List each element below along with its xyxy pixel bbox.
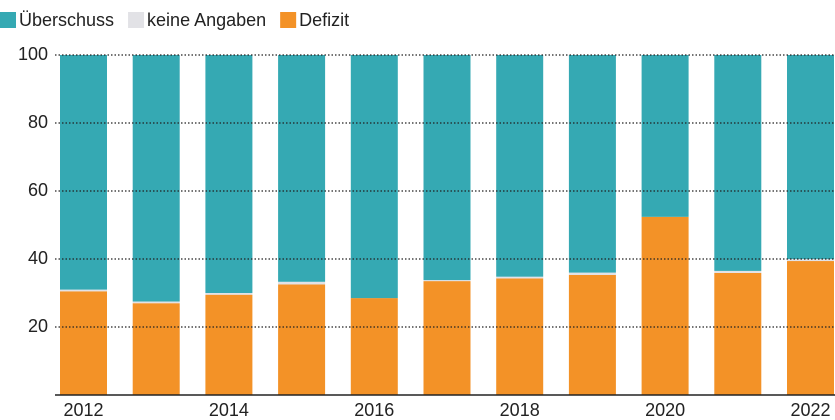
- bar-segment: [714, 270, 762, 273]
- y-tick-label: 100: [18, 44, 48, 64]
- y-tick-label: 60: [28, 180, 48, 200]
- bar-segment: [60, 289, 107, 292]
- bar-segment: [278, 55, 326, 282]
- bar-segment: [787, 55, 834, 259]
- bar-segment: [132, 301, 180, 304]
- bar-segment: [641, 216, 689, 395]
- legend-swatch: [128, 12, 145, 28]
- x-tick-label: 2020: [645, 400, 685, 420]
- y-tick-label: 80: [28, 112, 48, 132]
- bar-segment: [423, 281, 471, 395]
- legend-label: keine Angaben: [147, 10, 266, 30]
- bar-segment: [278, 281, 326, 285]
- bar-segment: [205, 293, 253, 295]
- x-tick-label: 2022: [790, 400, 830, 420]
- bar-segment: [60, 55, 107, 290]
- bar-segment: [423, 55, 471, 281]
- x-tick-label: 2016: [354, 400, 394, 420]
- y-tick-label: 40: [28, 248, 48, 268]
- bar-segment: [278, 284, 326, 395]
- bar-segment: [132, 55, 180, 302]
- bar-segment: [787, 259, 834, 262]
- bar-segment: [350, 55, 398, 299]
- bar-segment: [714, 272, 762, 395]
- bar-segment: [714, 55, 762, 271]
- legend-swatch: [280, 12, 297, 28]
- bar-segment: [787, 261, 834, 395]
- x-tick-label: 2018: [500, 400, 540, 420]
- bar-segment: [568, 272, 616, 275]
- legend-swatch: [0, 12, 16, 28]
- bar-segment: [496, 278, 544, 395]
- bar-segment: [205, 55, 253, 293]
- bar-segment: [350, 298, 398, 395]
- y-tick-label: 20: [28, 316, 48, 336]
- x-tick-label: 2012: [63, 400, 103, 420]
- bar-segment: [60, 291, 107, 395]
- bar-segment: [132, 303, 180, 395]
- bar-segment: [496, 276, 544, 279]
- legend-label: Defizit: [299, 10, 349, 30]
- bar-segment: [205, 294, 253, 395]
- bar-segment: [568, 274, 616, 395]
- legend-label: Überschuss: [19, 10, 114, 30]
- bar-segment: [423, 280, 471, 282]
- bar-segment: [568, 55, 616, 273]
- bar-segment: [496, 55, 544, 277]
- bar-segment: [641, 55, 689, 217]
- x-tick-label: 2014: [209, 400, 249, 420]
